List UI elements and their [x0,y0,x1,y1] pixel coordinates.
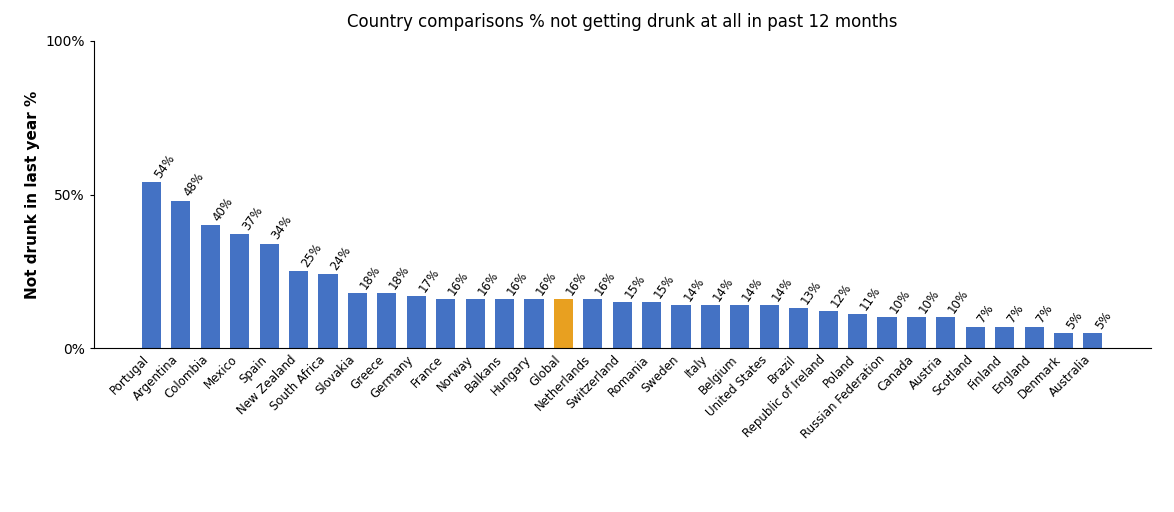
Text: 12%: 12% [828,281,853,310]
Bar [1054,333,1073,348]
Bar [259,244,278,348]
Bar [495,299,514,348]
Bar [672,305,690,348]
Bar [142,182,161,348]
Text: 16%: 16% [534,269,560,297]
Bar [348,293,367,348]
Text: 16%: 16% [475,269,501,297]
Text: 7%: 7% [976,303,997,325]
Bar [230,234,249,348]
Text: 7%: 7% [1034,303,1055,325]
Y-axis label: Not drunk in last year %: Not drunk in last year % [25,91,40,298]
Bar [201,225,220,348]
Bar [437,299,456,348]
Text: 7%: 7% [1005,303,1026,325]
Bar [701,305,720,348]
Text: 16%: 16% [593,269,619,297]
Bar [937,317,956,348]
Text: 14%: 14% [740,275,765,304]
Bar [730,305,749,348]
Text: 16%: 16% [446,269,471,297]
Text: 5%: 5% [1064,309,1085,331]
Bar [1084,333,1102,348]
Text: 11%: 11% [857,284,883,313]
Bar [171,201,190,348]
Bar [466,299,485,348]
Bar [583,299,602,348]
Text: 18%: 18% [387,263,412,291]
Text: 15%: 15% [652,272,677,301]
Text: 5%: 5% [1093,309,1114,331]
Bar [760,305,778,348]
Text: 14%: 14% [681,275,707,304]
Bar [906,317,926,348]
Bar [406,296,426,348]
Text: 25%: 25% [298,241,324,270]
Bar [318,274,338,348]
Bar [642,302,661,348]
Bar [525,299,544,348]
Bar [818,311,838,348]
Text: 10%: 10% [946,287,971,316]
Text: 10%: 10% [917,287,942,316]
Text: 34%: 34% [269,214,295,242]
Text: 17%: 17% [417,266,441,294]
Bar [848,314,868,348]
Bar [789,308,808,348]
Text: 13%: 13% [798,278,824,307]
Text: 16%: 16% [505,269,531,297]
Text: 15%: 15% [622,272,648,301]
Bar [613,302,632,348]
Text: 48%: 48% [181,170,207,199]
Text: 10%: 10% [888,287,912,316]
Bar [554,299,573,348]
Text: 14%: 14% [769,275,795,304]
Text: 37%: 37% [239,204,265,233]
Bar [289,271,308,348]
Text: 54%: 54% [151,152,177,181]
Text: 16%: 16% [564,269,589,297]
Text: 40%: 40% [210,195,236,224]
Title: Country comparisons % not getting drunk at all in past 12 months: Country comparisons % not getting drunk … [348,13,897,31]
Text: 18%: 18% [357,263,383,291]
Text: 24%: 24% [328,244,353,273]
Bar [877,317,897,348]
Bar [996,327,1014,348]
Bar [1025,327,1044,348]
Bar [966,327,985,348]
Bar [377,293,397,348]
Text: 14%: 14% [710,275,736,304]
